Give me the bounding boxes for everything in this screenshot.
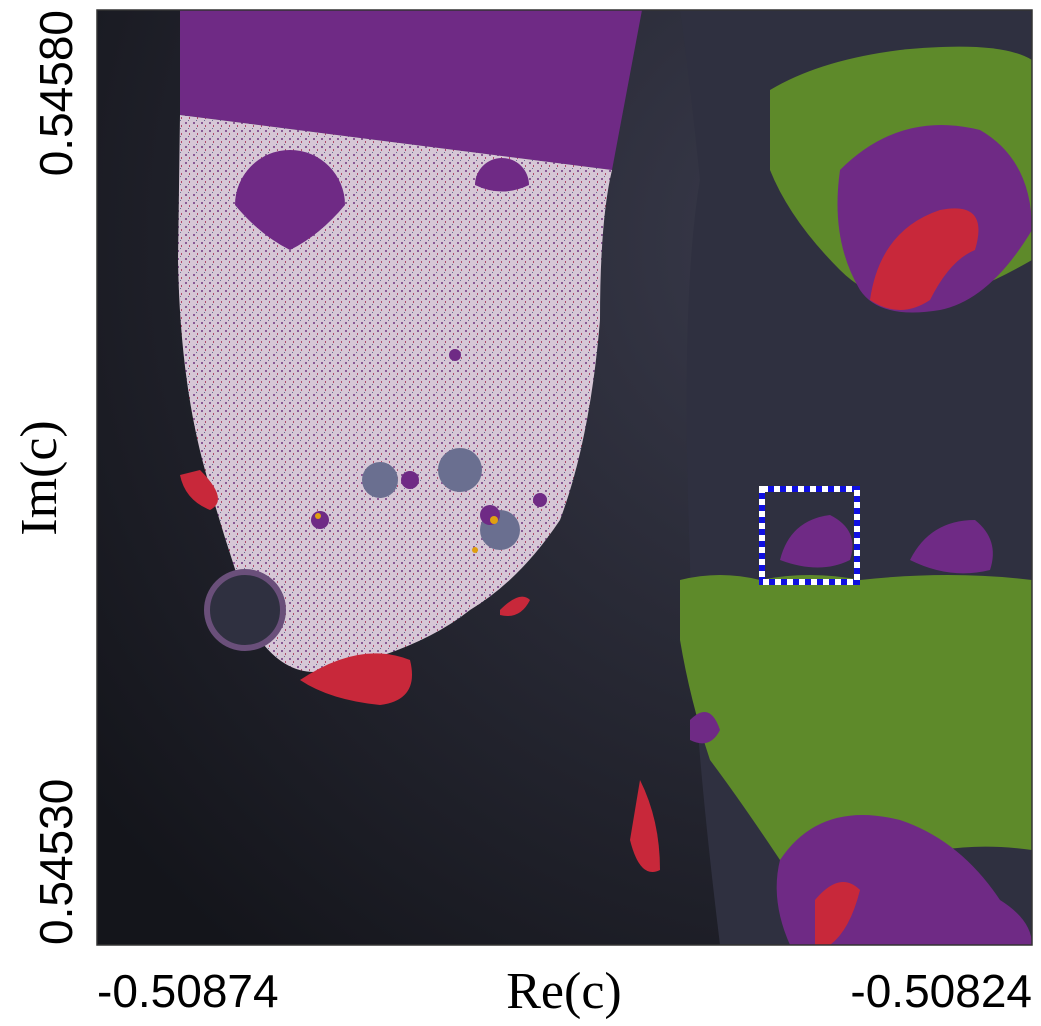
y-tick-label: 0.54530 — [30, 779, 82, 945]
x-axis-label: Re(c) — [506, 963, 621, 1020]
y-tick-label: 0.54580 — [30, 10, 82, 176]
fractal-image — [96, 9, 1033, 946]
y-axis-label: Im(c) — [11, 420, 68, 535]
x-tick-label: -0.50824 — [850, 965, 1032, 1017]
x-tick-label: -0.50874 — [97, 965, 279, 1017]
